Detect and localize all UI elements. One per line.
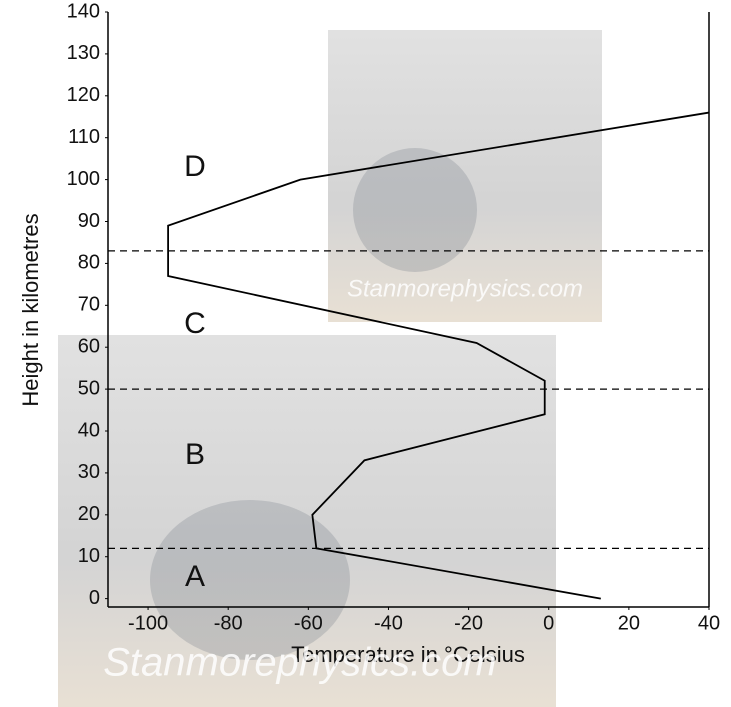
x-tick-label: 40 xyxy=(698,612,720,634)
layer-label: C xyxy=(184,307,206,340)
layer-label: B xyxy=(185,438,205,471)
y-tick-label: 130 xyxy=(67,42,100,64)
y-tick-label: 0 xyxy=(89,587,100,609)
y-axis-title: Height in kilometres xyxy=(18,213,43,406)
y-tick-label: 110 xyxy=(68,126,100,148)
y-tick-label: 50 xyxy=(78,377,100,399)
y-tick-label: 70 xyxy=(78,294,100,316)
x-tick-label: -60 xyxy=(294,612,323,634)
chart: Temperature in °Celsius Height in kilome… xyxy=(0,0,731,707)
x-tick-label: 20 xyxy=(618,612,640,634)
y-tick-label: 20 xyxy=(78,503,100,525)
x-tick-label: -40 xyxy=(374,612,403,634)
y-tick-label: 60 xyxy=(78,335,100,357)
watermark-text: Stanmorephysics.com xyxy=(347,275,583,302)
x-tick-label: 0 xyxy=(543,612,554,634)
y-tick-label: 30 xyxy=(78,461,100,483)
y-tick-label: 40 xyxy=(78,419,100,441)
y-tick-label: 10 xyxy=(78,545,100,567)
x-tick-label: -20 xyxy=(454,612,483,634)
layer-label: D xyxy=(184,150,206,183)
y-tick-label: 120 xyxy=(67,84,100,106)
y-tick-label: 100 xyxy=(67,168,100,190)
layer-label: A xyxy=(185,560,205,593)
y-tick-label: 140 xyxy=(67,0,100,22)
x-tick-label: -80 xyxy=(214,612,243,634)
y-tick-label: 90 xyxy=(78,210,100,232)
watermark-pot xyxy=(353,148,477,272)
x-tick-label: -100 xyxy=(128,612,168,634)
watermark-pot xyxy=(150,500,350,660)
watermark-text: Stanmorephysics.com xyxy=(103,641,496,685)
y-tick-label: 80 xyxy=(78,252,100,274)
